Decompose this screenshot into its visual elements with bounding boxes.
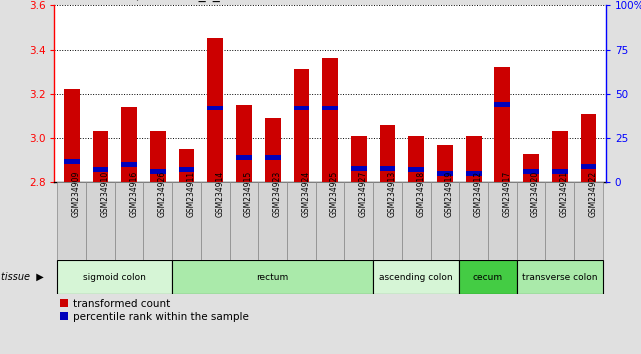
Text: GSM234921: GSM234921	[560, 171, 569, 217]
Bar	[574, 182, 603, 260]
Bar	[294, 105, 310, 110]
Legend: transformed count, percentile rank within the sample: transformed count, percentile rank withi…	[60, 299, 249, 322]
Text: tissue  ▶: tissue ▶	[1, 272, 44, 282]
Bar	[322, 105, 338, 110]
Bar	[523, 154, 539, 182]
Bar	[460, 260, 517, 294]
Bar	[494, 67, 510, 182]
Bar	[208, 105, 223, 110]
Bar	[121, 107, 137, 182]
Bar	[402, 182, 431, 260]
Bar	[351, 166, 367, 171]
Bar	[92, 167, 108, 172]
Bar	[236, 105, 252, 182]
Bar	[150, 169, 166, 174]
Bar	[466, 136, 481, 182]
Bar	[581, 164, 596, 169]
Text: ascending colon: ascending colon	[379, 273, 453, 281]
Bar	[265, 155, 281, 160]
Text: cecum: cecum	[473, 273, 503, 281]
Text: GSM234917: GSM234917	[503, 171, 512, 217]
Bar	[517, 260, 603, 294]
Text: GSM234916: GSM234916	[129, 171, 138, 217]
Text: GSM234909: GSM234909	[72, 171, 81, 217]
Bar	[172, 260, 373, 294]
Text: GSM234922: GSM234922	[588, 171, 597, 217]
Bar	[57, 260, 172, 294]
Bar	[517, 182, 545, 260]
Text: GSM234915: GSM234915	[244, 171, 253, 217]
Text: GSM234925: GSM234925	[330, 171, 339, 217]
Bar	[523, 169, 539, 174]
Bar	[57, 182, 86, 260]
Text: GSM234918: GSM234918	[416, 171, 425, 217]
Bar	[552, 169, 568, 174]
Text: GSM234914: GSM234914	[215, 171, 224, 217]
Bar	[201, 182, 229, 260]
Bar	[488, 182, 517, 260]
Bar	[379, 125, 395, 182]
Text: GDS3141 / 220985_s_at: GDS3141 / 220985_s_at	[67, 0, 234, 2]
Bar	[408, 167, 424, 172]
Bar	[460, 182, 488, 260]
Text: GSM234923: GSM234923	[272, 171, 281, 217]
Bar	[229, 182, 258, 260]
Bar	[494, 102, 510, 107]
Text: GSM234913: GSM234913	[388, 171, 397, 217]
Bar	[373, 182, 402, 260]
Bar	[265, 118, 281, 182]
Bar	[344, 182, 373, 260]
Bar	[172, 182, 201, 260]
Bar	[545, 182, 574, 260]
Bar	[351, 136, 367, 182]
Bar	[236, 155, 252, 160]
Text: GSM234920: GSM234920	[531, 171, 540, 217]
Bar	[322, 58, 338, 182]
Bar	[287, 182, 316, 260]
Bar	[294, 69, 310, 182]
Text: rectum: rectum	[256, 273, 289, 281]
Bar	[552, 131, 568, 182]
Text: GSM234924: GSM234924	[301, 171, 310, 217]
Bar	[64, 159, 79, 164]
Bar	[437, 171, 453, 176]
Text: GSM234926: GSM234926	[158, 171, 167, 217]
Text: GSM234912: GSM234912	[474, 171, 483, 217]
Bar	[379, 166, 395, 171]
Bar	[581, 114, 596, 182]
Bar	[179, 167, 194, 172]
Bar	[150, 131, 166, 182]
Bar	[64, 89, 79, 182]
Text: transverse colon: transverse colon	[522, 273, 597, 281]
Bar	[466, 171, 481, 176]
Bar	[431, 182, 460, 260]
Bar	[316, 182, 344, 260]
Bar	[208, 39, 223, 182]
Bar	[373, 260, 460, 294]
Bar	[437, 145, 453, 182]
Text: GSM234910: GSM234910	[101, 171, 110, 217]
Bar	[115, 182, 144, 260]
Bar	[258, 182, 287, 260]
Text: GSM234919: GSM234919	[445, 171, 454, 217]
Text: GSM234927: GSM234927	[359, 171, 368, 217]
Bar	[121, 162, 137, 167]
Text: GSM234911: GSM234911	[187, 171, 196, 217]
Bar	[92, 131, 108, 182]
Bar	[179, 149, 194, 182]
Bar	[144, 182, 172, 260]
Bar	[86, 182, 115, 260]
Text: sigmoid colon: sigmoid colon	[83, 273, 146, 281]
Bar	[408, 136, 424, 182]
